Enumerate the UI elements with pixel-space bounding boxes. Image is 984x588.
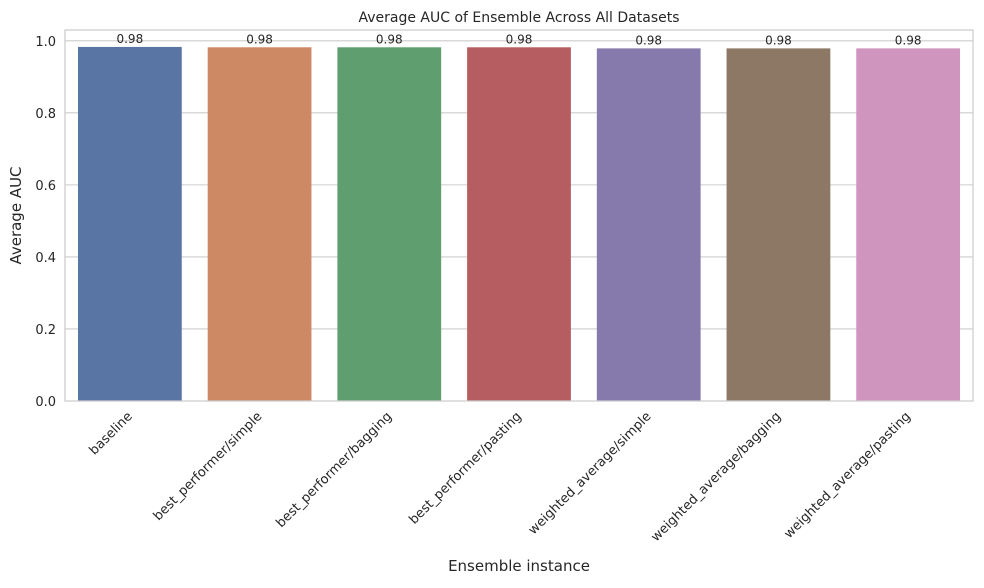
x-tick-label: best_performer/simple: [151, 409, 266, 524]
x-tick-label: baseline: [87, 409, 136, 458]
y-axis-label: Average AUC: [7, 166, 25, 264]
x-tick-label: weighted_average/bagging: [648, 409, 784, 545]
bar: [856, 48, 961, 401]
y-tick-label: 1.0: [35, 35, 56, 50]
bar: [726, 48, 831, 401]
x-tick-label: weighted_average/simple: [526, 409, 655, 538]
y-tick-label: 0.0: [35, 395, 56, 410]
bars: [77, 46, 961, 402]
x-tick-label: best_performer/bagging: [273, 409, 395, 531]
bar-value-label: 0.98: [635, 33, 662, 47]
bar: [207, 47, 312, 402]
y-tick-label: 0.8: [35, 107, 56, 122]
bar-value-label: 0.98: [506, 32, 533, 46]
bar-value-label: 0.98: [246, 32, 273, 46]
bar-value-label: 0.98: [376, 32, 403, 46]
x-tick-label: weighted_average/pasting: [781, 409, 913, 541]
y-tick-label: 0.4: [35, 251, 56, 266]
x-tick-labels: baseline best_performer/simple best_perfor…: [87, 409, 914, 545]
bar-value-label: 0.98: [765, 33, 792, 47]
bar: [337, 47, 442, 402]
plot-frame: [64, 29, 974, 402]
x-tick-label: best_performer/pasting: [406, 409, 524, 527]
y-tick-label: 0.6: [35, 179, 56, 194]
bar-value-label: 0.98: [895, 33, 922, 47]
data-labels: 0.98 0.98 0.98 0.98 0.98 0.98 0.98: [116, 32, 921, 47]
y-tick-label: 0.2: [35, 323, 56, 338]
x-axis-label: Ensemble instance: [448, 557, 590, 575]
y-tick-labels: 0.0 0.2 0.4 0.6 0.8 1.0: [35, 35, 56, 410]
bar: [77, 46, 182, 401]
bar-value-label: 0.98: [116, 32, 143, 46]
bar: [596, 48, 701, 401]
chart-title: Average AUC of Ensemble Across All Datas…: [358, 10, 679, 26]
bar: [467, 47, 571, 402]
